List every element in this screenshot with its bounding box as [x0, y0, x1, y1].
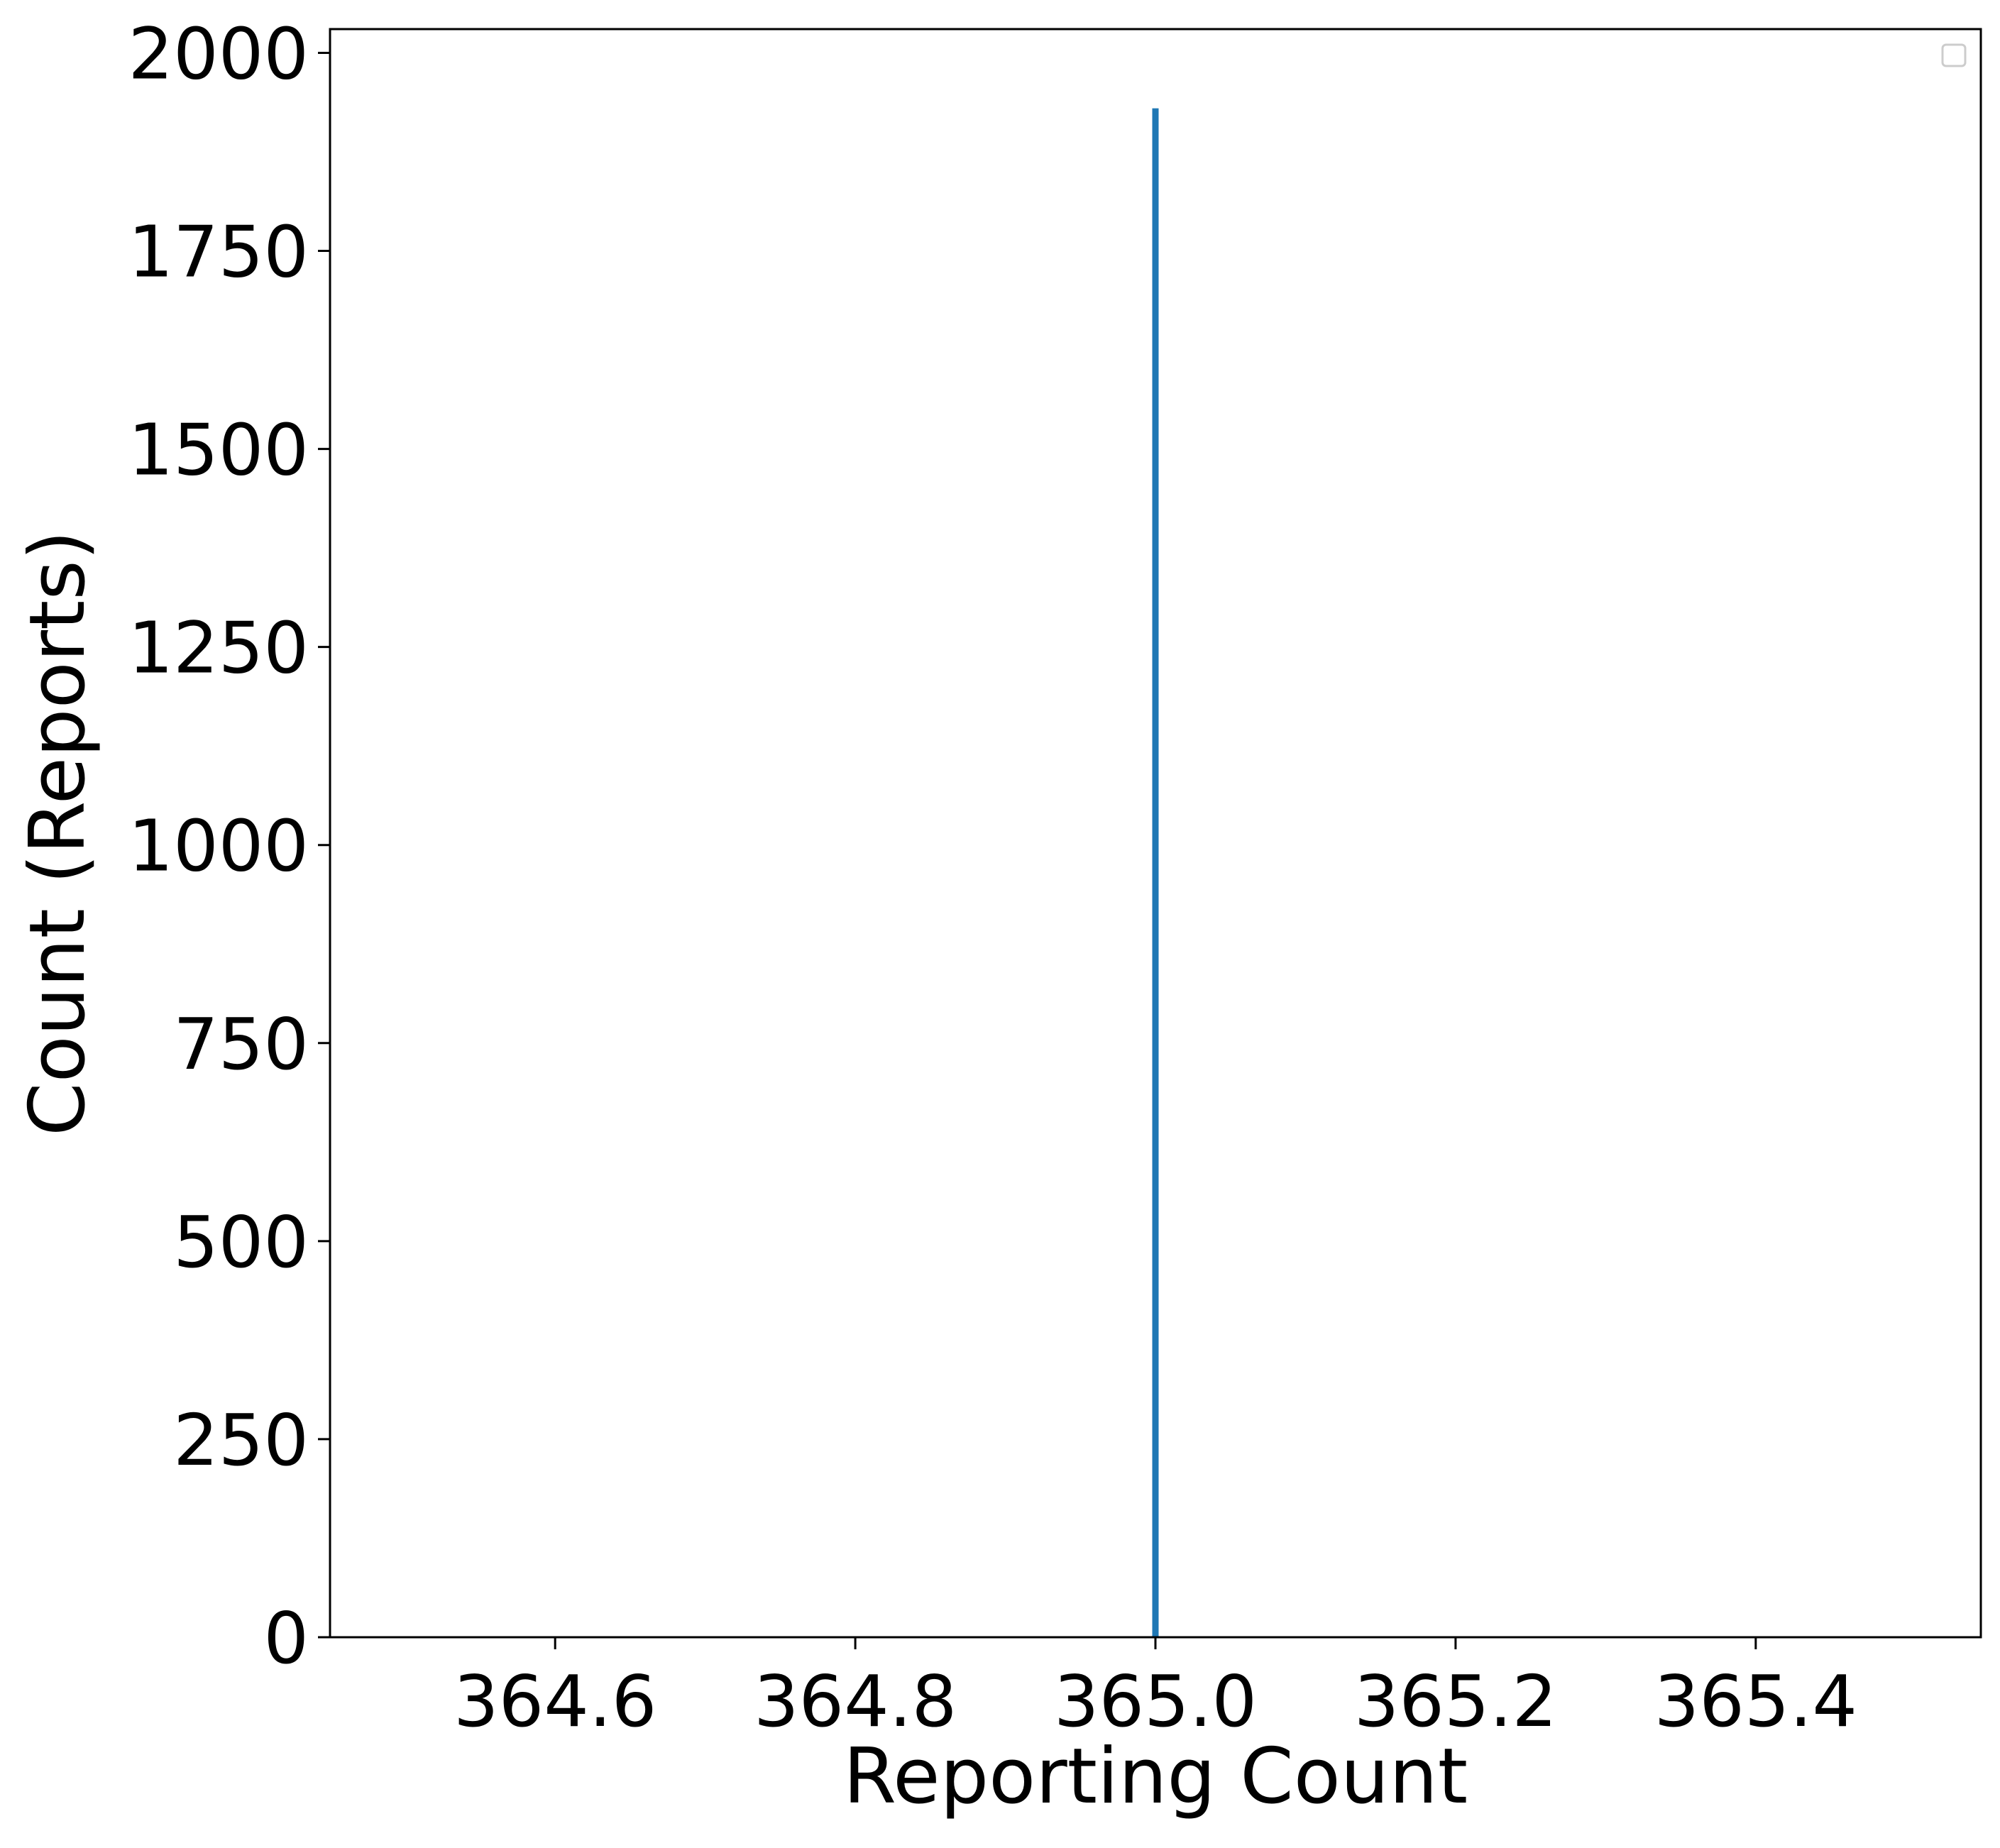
- legend-box: [1941, 43, 1967, 67]
- x-tick-label: 364.8: [754, 1660, 957, 1743]
- x-tick-label: 364.6: [454, 1660, 656, 1743]
- y-tick-label: 1250: [128, 607, 309, 690]
- y-tick-label: 1000: [128, 805, 309, 888]
- x-tick-label: 365.4: [1654, 1660, 1857, 1743]
- legend: [1941, 43, 1967, 67]
- y-tick-label: 1500: [128, 409, 309, 492]
- histogram-bar: [1152, 108, 1159, 1638]
- chart-marks: [1152, 108, 1159, 1638]
- y-tick-label: 500: [173, 1201, 309, 1284]
- x-axis-label: Reporting Count: [843, 1732, 1468, 1821]
- y-axis-label: Count (Reports): [13, 530, 102, 1136]
- x-axis-ticks: 364.6 364.8 365.0 365.2 365.4: [454, 1637, 1857, 1743]
- y-tick-label: 750: [173, 1003, 309, 1086]
- y-tick-label: 2000: [128, 12, 309, 95]
- x-tick-label: 365.2: [1354, 1660, 1557, 1743]
- y-tick-label: 1750: [128, 211, 309, 294]
- x-tick-label: 365.0: [1054, 1660, 1257, 1743]
- y-axis-ticks: 0 250 500 750 1000 1250 1500 1750 2000: [128, 12, 330, 1680]
- y-tick-label: 250: [173, 1399, 309, 1482]
- y-tick-label: 0: [263, 1597, 309, 1680]
